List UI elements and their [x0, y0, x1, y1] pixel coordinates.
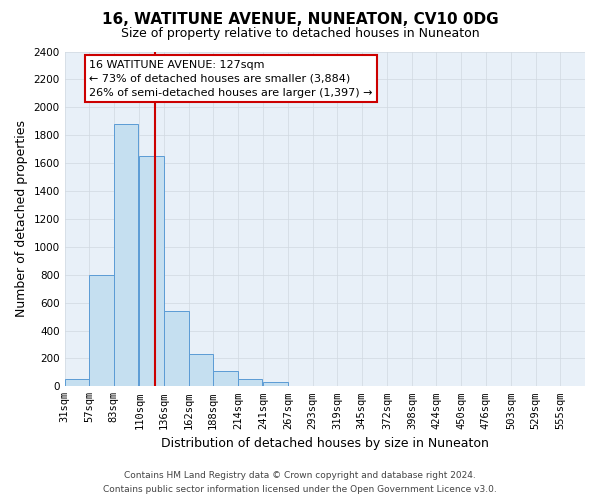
Bar: [65, 378, 89, 386]
Y-axis label: Number of detached properties: Number of detached properties: [15, 120, 28, 318]
Bar: [114, 124, 139, 386]
Text: 16 WATITUNE AVENUE: 127sqm
← 73% of detached houses are smaller (3,884)
26% of s: 16 WATITUNE AVENUE: 127sqm ← 73% of deta…: [89, 60, 373, 98]
Bar: [89, 274, 114, 386]
Bar: [213, 371, 238, 386]
Bar: [263, 382, 288, 386]
Text: Contains HM Land Registry data © Crown copyright and database right 2024.
Contai: Contains HM Land Registry data © Crown c…: [103, 472, 497, 494]
Text: 16, WATITUNE AVENUE, NUNEATON, CV10 0DG: 16, WATITUNE AVENUE, NUNEATON, CV10 0DG: [101, 12, 499, 28]
Bar: [188, 354, 213, 386]
Bar: [238, 378, 262, 386]
Bar: [139, 156, 164, 386]
Bar: [164, 311, 188, 386]
Text: Size of property relative to detached houses in Nuneaton: Size of property relative to detached ho…: [121, 28, 479, 40]
X-axis label: Distribution of detached houses by size in Nuneaton: Distribution of detached houses by size …: [161, 437, 489, 450]
